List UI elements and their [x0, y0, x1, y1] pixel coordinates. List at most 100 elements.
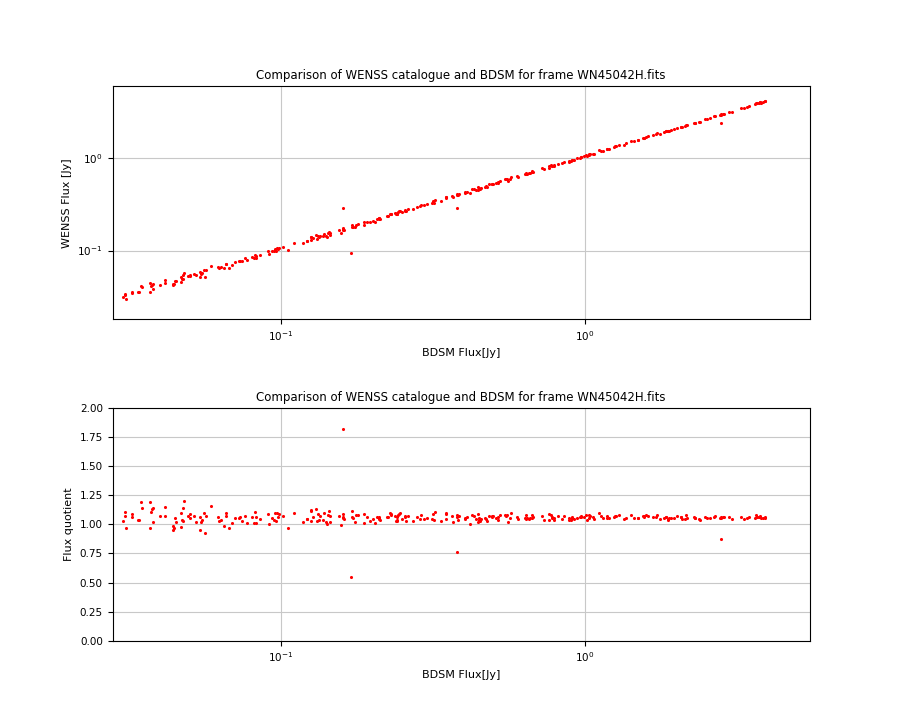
- Point: [300, 513, 314, 525]
- Point: [296, 516, 310, 528]
- Point: [659, 125, 673, 137]
- Point: [716, 511, 731, 523]
- Point: [304, 234, 319, 246]
- Point: [491, 514, 505, 526]
- Point: [467, 510, 482, 522]
- Point: [317, 508, 331, 519]
- Point: [296, 237, 310, 248]
- Point: [153, 279, 167, 290]
- Point: [369, 511, 383, 523]
- Point: [467, 184, 482, 195]
- Point: [249, 252, 264, 264]
- Point: [520, 512, 535, 523]
- Point: [594, 145, 608, 156]
- Point: [599, 512, 614, 523]
- Point: [228, 513, 242, 524]
- Point: [636, 510, 651, 522]
- Point: [582, 513, 597, 524]
- Point: [491, 177, 505, 189]
- Point: [399, 206, 413, 217]
- Point: [753, 510, 768, 522]
- Point: [393, 508, 408, 519]
- Point: [320, 518, 334, 530]
- Point: [587, 148, 601, 159]
- Point: [498, 509, 512, 521]
- Point: [311, 230, 326, 241]
- Point: [522, 513, 536, 524]
- Point: [724, 513, 739, 525]
- Point: [478, 513, 492, 524]
- Point: [303, 231, 318, 243]
- Title: Comparison of WENSS catalogue and BDSM for frame WN45042H.fits: Comparison of WENSS catalogue and BDSM f…: [256, 391, 666, 404]
- Point: [451, 189, 465, 201]
- Point: [144, 280, 158, 292]
- Point: [235, 255, 249, 266]
- Point: [645, 130, 660, 141]
- Point: [167, 278, 182, 289]
- Point: [131, 515, 146, 526]
- Point: [323, 227, 338, 238]
- Point: [193, 524, 207, 536]
- Point: [395, 207, 410, 218]
- Point: [641, 130, 655, 142]
- Point: [450, 546, 464, 558]
- Point: [751, 98, 765, 109]
- Point: [363, 515, 377, 526]
- Point: [564, 513, 579, 524]
- Point: [427, 515, 441, 526]
- Point: [450, 509, 464, 521]
- Point: [542, 160, 556, 171]
- Point: [624, 510, 638, 521]
- Point: [398, 204, 412, 216]
- Point: [657, 126, 671, 138]
- Point: [582, 510, 597, 522]
- Point: [119, 293, 133, 305]
- Point: [125, 287, 140, 298]
- Point: [116, 516, 130, 527]
- Point: [118, 510, 132, 522]
- Point: [687, 117, 701, 129]
- Point: [142, 522, 157, 534]
- Point: [176, 502, 191, 513]
- Point: [591, 507, 606, 518]
- Point: [337, 222, 351, 234]
- Point: [667, 123, 681, 135]
- Point: [679, 510, 693, 521]
- Point: [287, 507, 302, 518]
- Point: [146, 283, 160, 294]
- Point: [451, 514, 465, 526]
- Point: [547, 160, 562, 171]
- Point: [235, 515, 249, 526]
- Point: [758, 95, 772, 107]
- Point: [564, 511, 579, 523]
- Point: [587, 513, 601, 525]
- Point: [272, 508, 286, 520]
- Point: [357, 216, 372, 228]
- Point: [142, 496, 157, 508]
- Point: [363, 216, 377, 228]
- Point: [674, 121, 688, 132]
- Point: [287, 237, 302, 248]
- Point: [345, 505, 359, 517]
- Point: [174, 507, 188, 518]
- Point: [372, 511, 386, 523]
- Y-axis label: WENSS Flux [Jy]: WENSS Flux [Jy]: [62, 158, 72, 248]
- Point: [678, 513, 692, 525]
- Point: [500, 509, 514, 521]
- Point: [509, 171, 524, 182]
- Point: [304, 231, 319, 243]
- Point: [389, 515, 403, 526]
- Point: [609, 140, 624, 152]
- Point: [547, 512, 562, 523]
- Point: [248, 511, 263, 523]
- Point: [434, 195, 448, 207]
- Point: [458, 513, 473, 525]
- Point: [545, 160, 560, 171]
- Point: [373, 213, 387, 225]
- Point: [616, 513, 631, 525]
- Point: [176, 516, 191, 527]
- Point: [322, 229, 337, 240]
- X-axis label: BDSM Flux[Jy]: BDSM Flux[Jy]: [422, 348, 500, 359]
- Point: [395, 513, 410, 525]
- Point: [130, 514, 145, 526]
